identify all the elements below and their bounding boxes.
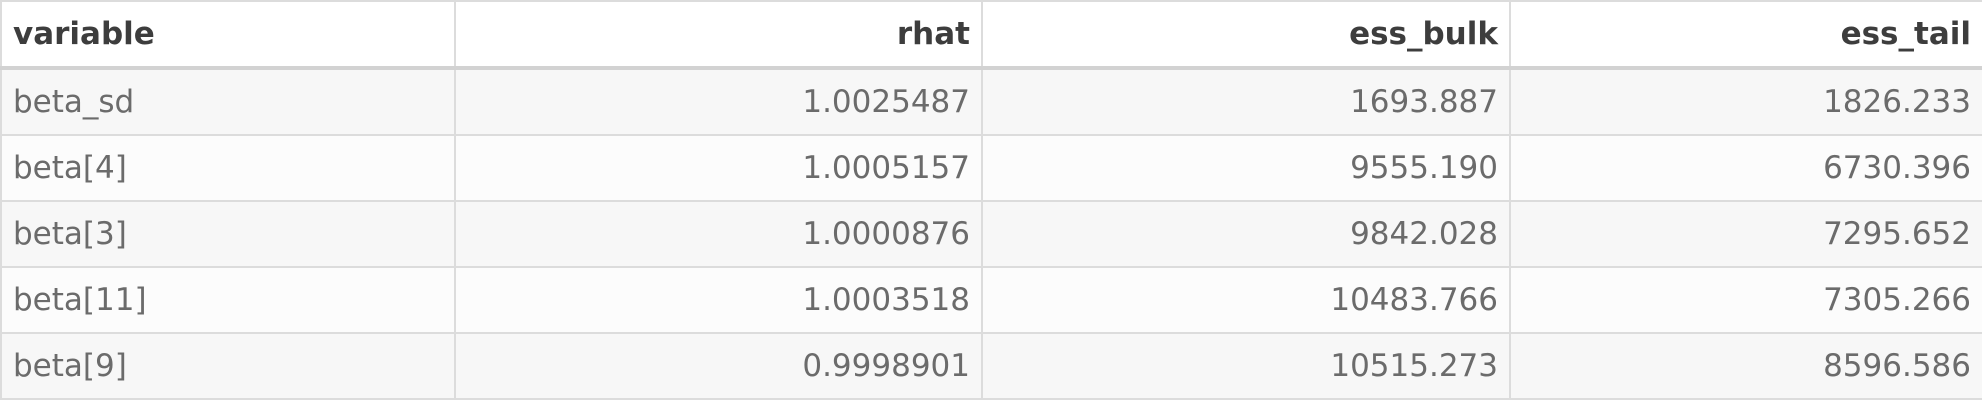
table-row: beta[4] 1.0005157 9555.190 6730.396 bbox=[0, 134, 1982, 202]
header-row: variable rhat ess_bulk ess_tail bbox=[0, 0, 1982, 70]
table-row: beta[3] 1.0000876 9842.028 7295.652 bbox=[0, 200, 1982, 268]
table-body: beta_sd 1.0025487 1693.887 1826.233 beta… bbox=[0, 67, 1982, 400]
cell-variable: beta[11] bbox=[0, 266, 456, 334]
column-header-rhat: rhat bbox=[454, 0, 983, 70]
cell-ess-tail: 6730.396 bbox=[1509, 134, 1982, 202]
table-row: beta_sd 1.0025487 1693.887 1826.233 bbox=[0, 67, 1982, 136]
table-row: beta[9] 0.9998901 10515.273 8596.586 bbox=[0, 332, 1982, 400]
table-header: variable rhat ess_bulk ess_tail bbox=[0, 0, 1982, 70]
cell-rhat: 1.0003518 bbox=[454, 266, 983, 334]
cell-ess-bulk: 9555.190 bbox=[981, 134, 1511, 202]
cell-variable: beta[3] bbox=[0, 200, 456, 268]
cell-ess-bulk: 9842.028 bbox=[981, 200, 1511, 268]
cell-rhat: 1.0005157 bbox=[454, 134, 983, 202]
cell-ess-tail: 1826.233 bbox=[1509, 67, 1982, 136]
cell-ess-bulk: 1693.887 bbox=[981, 67, 1511, 136]
cell-ess-bulk: 10483.766 bbox=[981, 266, 1511, 334]
column-header-ess-bulk: ess_bulk bbox=[981, 0, 1511, 70]
cell-rhat: 1.0025487 bbox=[454, 67, 983, 136]
cell-ess-tail: 8596.586 bbox=[1509, 332, 1982, 400]
cell-variable: beta_sd bbox=[0, 67, 456, 136]
table-row: beta[11] 1.0003518 10483.766 7305.266 bbox=[0, 266, 1982, 334]
cell-rhat: 1.0000876 bbox=[454, 200, 983, 268]
cell-rhat: 0.9998901 bbox=[454, 332, 983, 400]
column-header-ess-tail: ess_tail bbox=[1509, 0, 1982, 70]
cell-variable: beta[4] bbox=[0, 134, 456, 202]
cell-ess-tail: 7305.266 bbox=[1509, 266, 1982, 334]
column-header-variable: variable bbox=[0, 0, 456, 70]
cell-variable: beta[9] bbox=[0, 332, 456, 400]
cell-ess-tail: 7295.652 bbox=[1509, 200, 1982, 268]
cell-ess-bulk: 10515.273 bbox=[981, 332, 1511, 400]
